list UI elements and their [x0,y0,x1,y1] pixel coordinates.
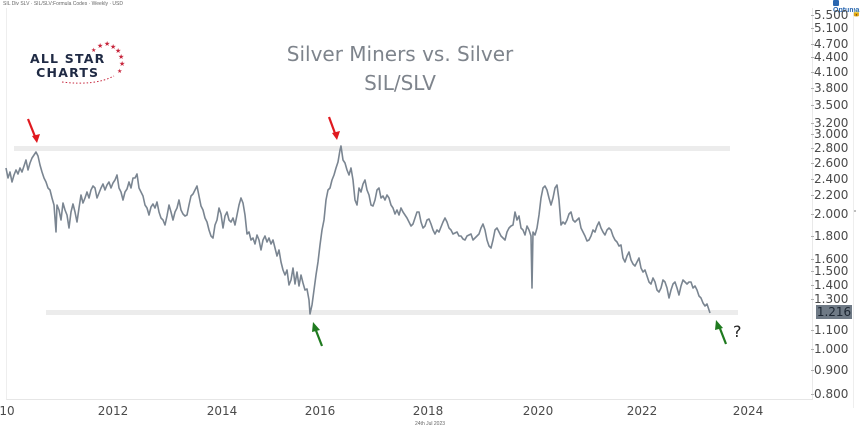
y-tick: 4.700 [810,37,849,51]
x-tick: 2020 [522,404,554,418]
y-tick: 1.500 [810,264,849,278]
chart-title-line-2: SIL/SLV [364,71,436,95]
lock-icon[interactable]: 🔒 [852,10,860,17]
y-tick: 5.500 [810,8,849,22]
logo-line-2: CHARTS [36,65,100,80]
x-tick: 10 [0,404,15,418]
sil-slv-line[interactable] [5,145,711,315]
svg-text:★: ★ [91,47,96,54]
x-tick: 2016 [304,404,336,418]
svg-text:★: ★ [104,40,110,48]
chart-title-line-1: Silver Miners vs. Silver [286,42,514,66]
y-tick: 3.000 [810,127,849,141]
svg-text:★: ★ [117,68,122,75]
svg-text:★: ★ [119,60,125,68]
y-tick: 3.500 [810,98,849,112]
optuma-brand: Optuma [833,0,860,14]
y-tick: 1.400 [810,278,849,292]
x-tick: 2022 [626,404,658,418]
y-tick: 1.100 [810,323,849,337]
chart-info-header: SIL Div SLV · SIL/SLV:Formula Codes · We… [3,1,123,7]
y-tick: 3.200 [810,116,849,130]
green-arrow-icon [312,322,324,347]
all-star-charts-logo: ALL STAR CHARTS [18,38,128,86]
svg-text:★: ★ [118,53,124,61]
plot-area[interactable] [6,8,813,400]
axis-marker-dot [854,210,856,212]
green-arrow-icon [715,320,728,345]
x-tick: 2012 [97,404,129,418]
y-tick: 1.600 [810,252,849,266]
y-tick: 5.100 [810,21,849,35]
chart-title: Silver Miners vs. Silver SIL/SLV [270,40,530,98]
logo-line-1: ALL STAR [30,51,106,66]
red-arrow-icon [327,116,340,140]
logo-stars-icon: ★ ★ ★ ★ ★ ★ ★ ★ [61,40,125,84]
svg-text:★: ★ [97,42,103,50]
y-tick: 2.600 [810,156,849,170]
resistance-line[interactable] [14,146,730,151]
last-price-badge: 1.216 [816,305,852,319]
optuma-logo-icon [833,0,839,6]
y-tick: 4.400 [810,50,849,64]
brand-label: Optuma [833,7,860,14]
y-tick: 2.400 [810,172,849,186]
x-tick: 2024 [732,404,764,418]
y-axis-separator [812,8,813,399]
y-tick: 2.200 [810,188,849,202]
y-tick: 1.300 [810,292,849,306]
right-edge-divider [853,8,854,408]
y-tick: 2.800 [810,141,849,155]
y-tick: 0.900 [810,363,849,377]
y-tick: 0.800 [810,387,849,401]
current-date-label: 24th Jul 2023 [415,421,446,427]
support-line[interactable] [46,310,738,315]
y-tick: 1.000 [810,342,849,356]
svg-text:★: ★ [110,43,116,51]
x-tick: 2014 [206,404,238,418]
svg-text:★: ★ [115,47,121,55]
x-tick: 2018 [412,404,444,418]
red-arrow-icon [26,118,40,143]
y-tick: 3.800 [810,81,849,95]
y-tick: 1.800 [810,229,849,243]
y-tick: 2.000 [810,207,849,221]
question-mark-annotation: ? [733,322,742,341]
y-tick: 4.100 [810,65,849,79]
